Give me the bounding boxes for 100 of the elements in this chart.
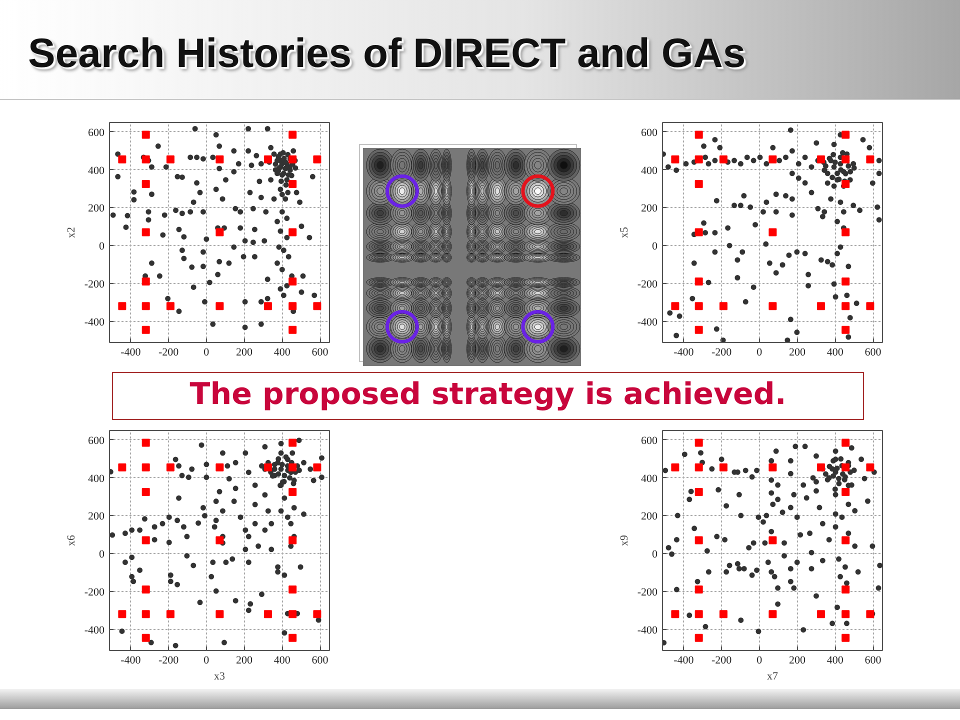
x-tick-label: 0: [756, 346, 763, 358]
point: [694, 610, 703, 618]
point: [719, 463, 728, 472]
point: [142, 634, 150, 642]
x-tick-label: 400: [826, 346, 844, 358]
x-tick-label: 600: [312, 654, 329, 666]
point: [842, 488, 850, 496]
point: [694, 326, 703, 334]
point: [142, 155, 150, 164]
point: [288, 634, 297, 642]
point: [842, 463, 850, 472]
point: [264, 610, 272, 618]
x-tick-label: 600: [864, 346, 882, 358]
x-tick-label: -200: [711, 346, 732, 358]
point: [816, 155, 825, 164]
point: [842, 438, 850, 447]
point: [142, 326, 150, 334]
x-tick-label: 400: [274, 346, 291, 358]
x-tick-label: 0: [204, 346, 210, 358]
point: [166, 302, 174, 310]
point: [719, 302, 728, 310]
x-tick-label: 200: [789, 346, 806, 358]
y-axis-title: x2: [65, 227, 78, 238]
point: [866, 302, 874, 310]
point: [768, 302, 777, 310]
y-tick-label: -400: [84, 316, 105, 328]
point: [216, 302, 224, 310]
x-tick-label: -200: [711, 654, 732, 666]
point: [694, 438, 703, 447]
point: [694, 130, 703, 139]
y-tick-label: 0: [652, 240, 658, 253]
point: [842, 634, 850, 642]
point: [866, 155, 874, 164]
point: [264, 302, 272, 310]
point: [288, 488, 297, 496]
point: [768, 610, 777, 618]
point: [842, 536, 850, 544]
y-tick-label: 400: [88, 472, 105, 485]
y-tick-label: -400: [637, 624, 658, 636]
point: [313, 302, 322, 310]
x-tick-label: 600: [312, 346, 329, 358]
point: [264, 463, 272, 472]
point: [694, 302, 703, 310]
point: [288, 463, 297, 472]
y-tick-label: -200: [637, 586, 658, 598]
point: [288, 438, 297, 447]
point: [671, 302, 680, 310]
point: [694, 586, 703, 594]
y-axis-title: x5: [618, 226, 630, 238]
point: [288, 155, 297, 164]
y-tick-label: 200: [88, 510, 105, 523]
point: [842, 610, 850, 618]
y-tick-label: 600: [88, 126, 105, 139]
x-tick-label: 200: [236, 346, 254, 358]
point: [671, 463, 680, 472]
point: [694, 180, 703, 188]
point: [842, 228, 850, 236]
y-tick-label: 400: [641, 164, 658, 177]
x-tick-label: 400: [826, 654, 844, 666]
x-tick-label: 0: [756, 654, 763, 666]
point: [288, 302, 297, 310]
point: [768, 155, 777, 164]
y-tick-label: 600: [641, 126, 658, 139]
x-tick-label: 200: [789, 654, 806, 666]
point: [142, 586, 150, 594]
x-axis-title: x7: [767, 670, 778, 682]
y-tick-label: -200: [637, 278, 658, 290]
point: [288, 536, 297, 544]
point: [842, 180, 850, 188]
point: [313, 610, 322, 618]
point: [264, 155, 272, 164]
x-tick-label: 400: [274, 654, 291, 666]
point: [866, 463, 874, 472]
point: [768, 536, 777, 544]
point: [313, 463, 322, 472]
point: [166, 610, 174, 618]
point: [142, 180, 150, 188]
point: [694, 228, 703, 236]
point: [842, 278, 850, 286]
y-tick-label: 600: [88, 434, 105, 447]
point: [694, 634, 703, 642]
point: [142, 610, 150, 618]
point: [142, 302, 150, 310]
x-tick-label: -400: [120, 346, 142, 358]
point: [816, 463, 825, 472]
point: [842, 155, 850, 164]
point: [288, 228, 297, 236]
point: [142, 488, 150, 496]
x-axis-title: x3: [214, 670, 226, 682]
point: [694, 488, 703, 496]
point: [866, 610, 874, 618]
point: [816, 302, 825, 310]
point: [842, 130, 850, 139]
y-tick-label: 200: [641, 202, 658, 215]
point: [216, 228, 224, 236]
y-tick-label: 0: [99, 240, 105, 253]
y-tick-label: -200: [84, 278, 105, 290]
point: [142, 463, 150, 472]
y-tick-label: 0: [652, 548, 658, 561]
y-tick-label: 400: [641, 472, 658, 485]
